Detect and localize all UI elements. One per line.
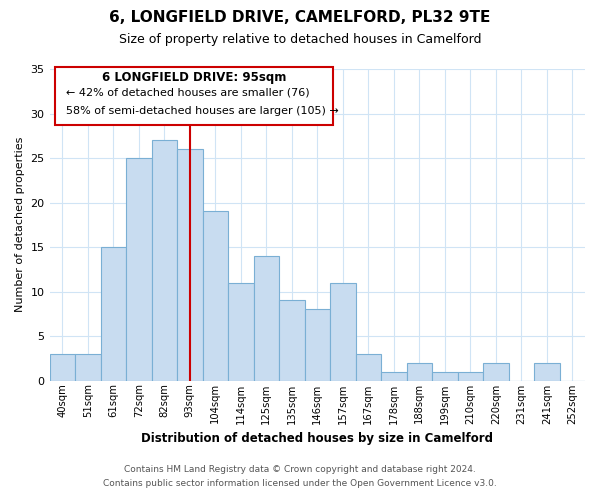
Text: 58% of semi-detached houses are larger (105) →: 58% of semi-detached houses are larger (…: [65, 106, 338, 117]
Bar: [483, 362, 509, 380]
Bar: [228, 282, 254, 380]
Bar: [534, 362, 560, 380]
Bar: [381, 372, 407, 380]
Y-axis label: Number of detached properties: Number of detached properties: [15, 137, 25, 312]
FancyBboxPatch shape: [55, 68, 334, 125]
Bar: [407, 362, 432, 380]
Bar: [75, 354, 101, 380]
Bar: [254, 256, 279, 380]
Text: Contains HM Land Registry data © Crown copyright and database right 2024.
Contai: Contains HM Land Registry data © Crown c…: [103, 466, 497, 487]
Bar: [458, 372, 483, 380]
Bar: [101, 247, 126, 380]
Text: ← 42% of detached houses are smaller (76): ← 42% of detached houses are smaller (76…: [65, 88, 309, 98]
Bar: [330, 282, 356, 380]
Bar: [50, 354, 75, 380]
Bar: [356, 354, 381, 380]
Bar: [126, 158, 152, 380]
Bar: [432, 372, 458, 380]
Text: 6, LONGFIELD DRIVE, CAMELFORD, PL32 9TE: 6, LONGFIELD DRIVE, CAMELFORD, PL32 9TE: [109, 10, 491, 25]
Bar: [177, 149, 203, 380]
Bar: [305, 310, 330, 380]
Bar: [279, 300, 305, 380]
Bar: [203, 212, 228, 380]
Text: Size of property relative to detached houses in Camelford: Size of property relative to detached ho…: [119, 32, 481, 46]
X-axis label: Distribution of detached houses by size in Camelford: Distribution of detached houses by size …: [141, 432, 493, 445]
Bar: [152, 140, 177, 380]
Text: 6 LONGFIELD DRIVE: 95sqm: 6 LONGFIELD DRIVE: 95sqm: [102, 70, 286, 84]
